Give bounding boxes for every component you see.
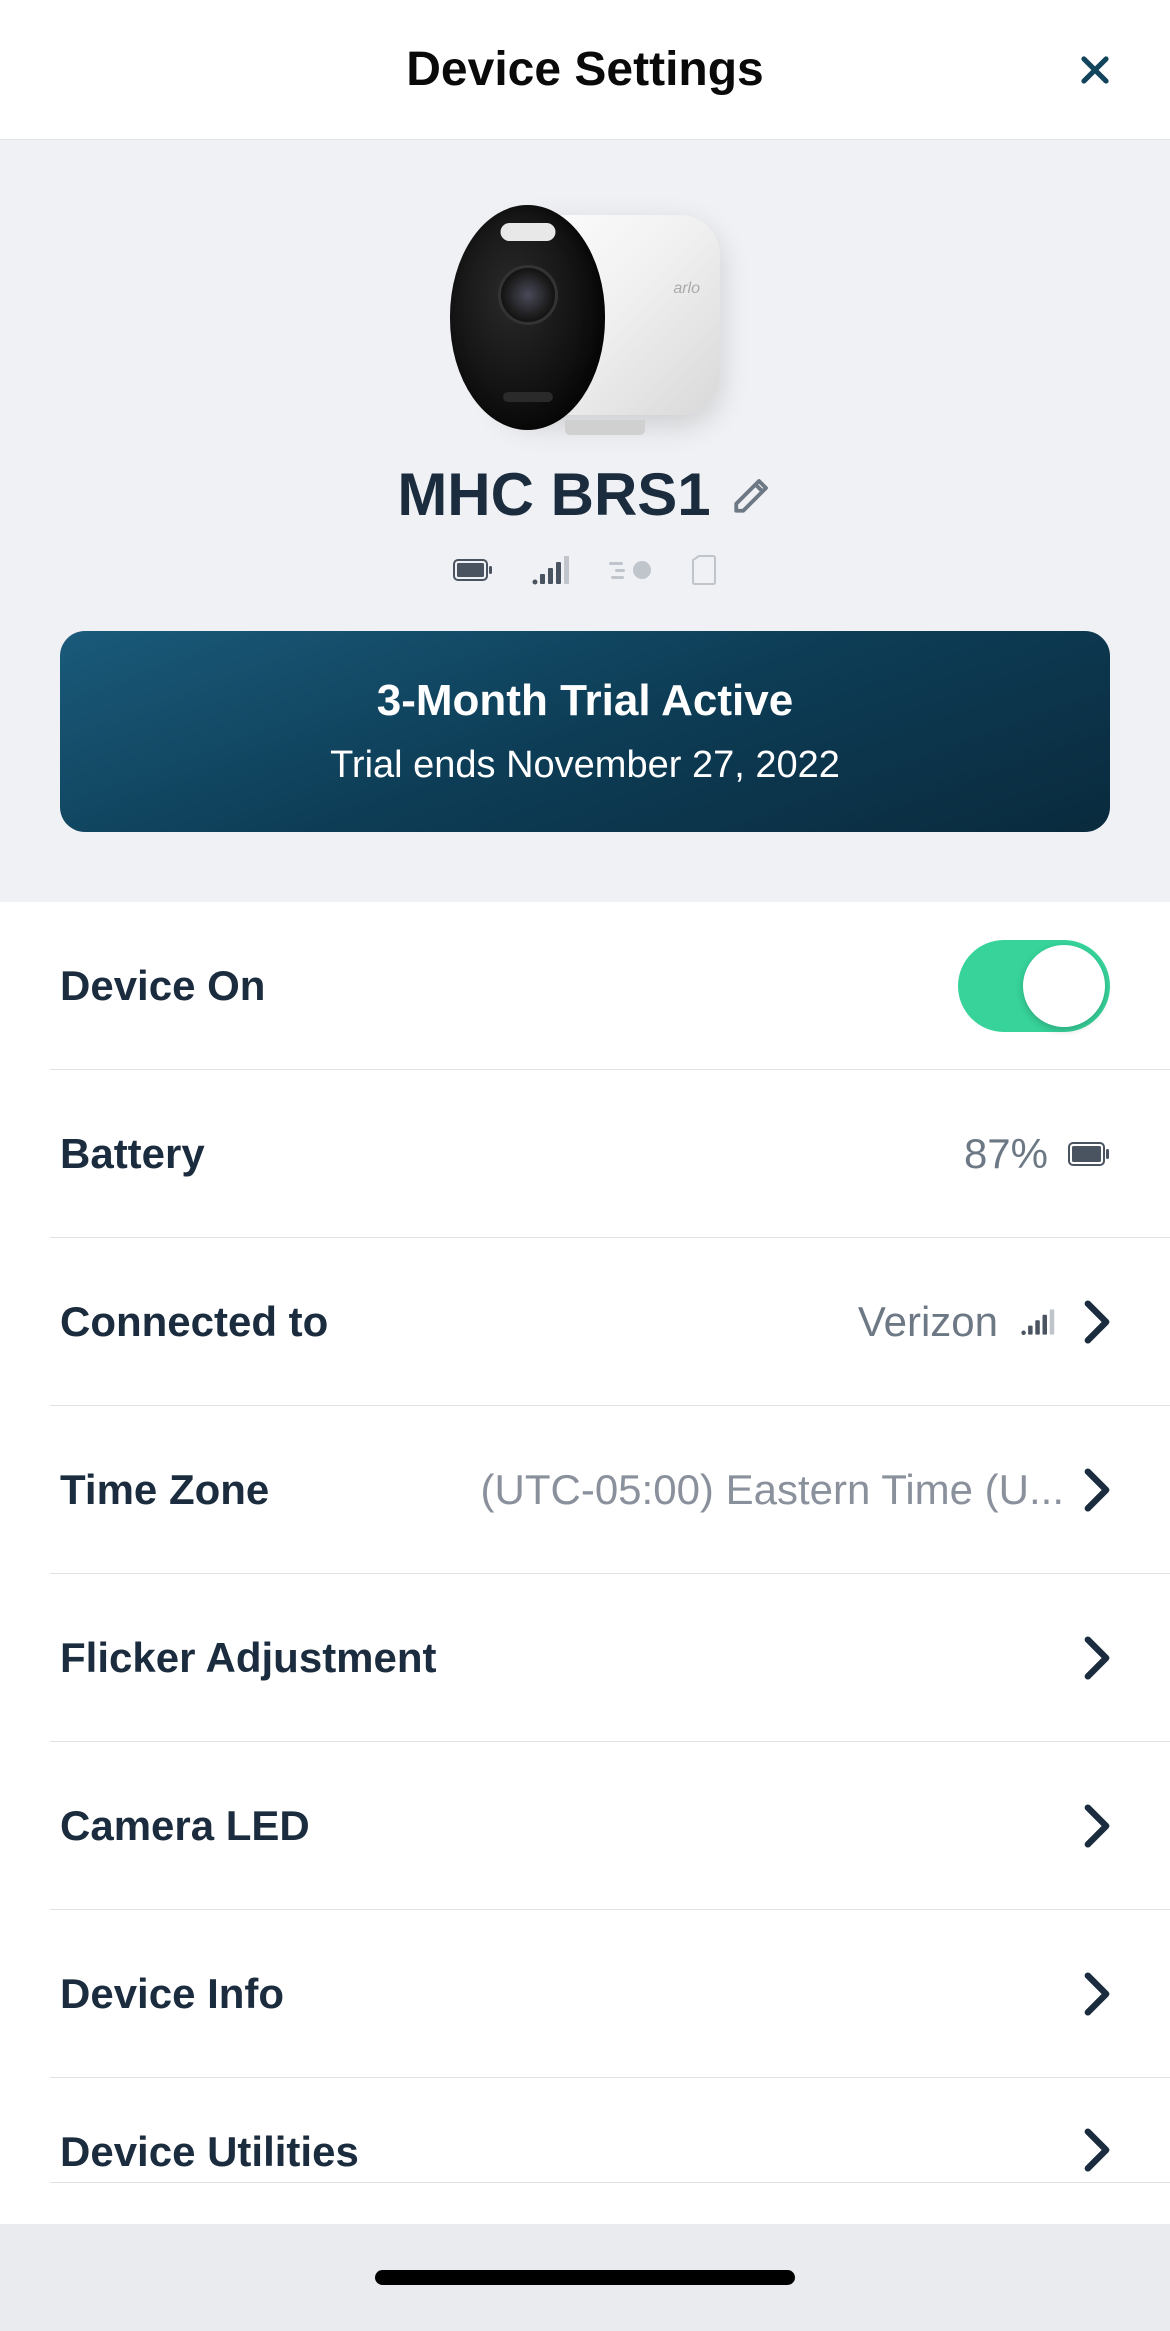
device-name: MHC BRS1 xyxy=(397,460,710,529)
trial-banner[interactable]: 3-Month Trial Active Trial ends November… xyxy=(60,631,1110,832)
device-on-toggle[interactable] xyxy=(958,940,1110,1032)
close-button[interactable] xyxy=(1075,50,1115,90)
setting-label: Device Utilities xyxy=(60,2128,359,2176)
chevron-right-icon xyxy=(1084,1804,1110,1848)
setting-connected[interactable]: Connected to Verizon xyxy=(50,1238,1170,1406)
hero-section: arlo MHC BRS1 xyxy=(0,140,1170,902)
chevron-right-icon xyxy=(1084,1300,1110,1344)
setting-label: Camera LED xyxy=(60,1802,310,1850)
battery-icon xyxy=(1068,1142,1110,1166)
close-icon xyxy=(1076,51,1114,89)
setting-label: Device On xyxy=(60,962,265,1010)
signal-status-icon xyxy=(531,555,571,585)
chevron-right-icon xyxy=(1084,1468,1110,1512)
setting-label: Battery xyxy=(60,1130,205,1178)
header: Device Settings xyxy=(0,0,1170,140)
chevron-right-icon xyxy=(1084,1636,1110,1680)
edit-button[interactable] xyxy=(731,474,773,516)
setting-device-info[interactable]: Device Info xyxy=(50,1910,1170,2078)
setting-label: Time Zone xyxy=(60,1466,269,1514)
brand-label: arlo xyxy=(673,280,700,298)
setting-battery: Battery 87% xyxy=(50,1070,1170,1238)
device-name-row: MHC BRS1 xyxy=(397,460,772,529)
trial-title: 3-Month Trial Active xyxy=(90,676,1080,726)
trial-subtitle: Trial ends November 27, 2022 xyxy=(90,744,1080,787)
battery-value: 87% xyxy=(964,1130,1048,1178)
setting-device-on: Device On xyxy=(50,902,1170,1070)
chevron-right-icon xyxy=(1084,1972,1110,2016)
bottom-bar xyxy=(0,2224,1170,2331)
settings-list: Device On Battery 87% Connected to Veriz… xyxy=(0,902,1170,2183)
home-indicator[interactable] xyxy=(375,2270,795,2285)
chevron-right-icon xyxy=(1084,2128,1110,2172)
sd-card-status-icon xyxy=(691,554,717,586)
setting-camera-led[interactable]: Camera LED xyxy=(50,1742,1170,1910)
setting-flicker[interactable]: Flicker Adjustment xyxy=(50,1574,1170,1742)
signal-icon xyxy=(1020,1307,1056,1337)
page-title: Device Settings xyxy=(406,42,763,97)
setting-timezone[interactable]: Time Zone (UTC-05:00) Eastern Time (U... xyxy=(50,1406,1170,1574)
setting-label: Connected to xyxy=(60,1298,328,1346)
motion-status-icon xyxy=(609,558,653,582)
status-icons xyxy=(453,554,717,586)
battery-status-icon xyxy=(453,559,493,581)
setting-label: Device Info xyxy=(60,1970,284,2018)
timezone-value: (UTC-05:00) Eastern Time (U... xyxy=(299,1466,1064,1514)
setting-label: Flicker Adjustment xyxy=(60,1634,437,1682)
setting-device-utilities[interactable]: Device Utilities xyxy=(50,2078,1170,2183)
connected-value: Verizon xyxy=(858,1298,998,1346)
device-image: arlo xyxy=(440,185,730,450)
